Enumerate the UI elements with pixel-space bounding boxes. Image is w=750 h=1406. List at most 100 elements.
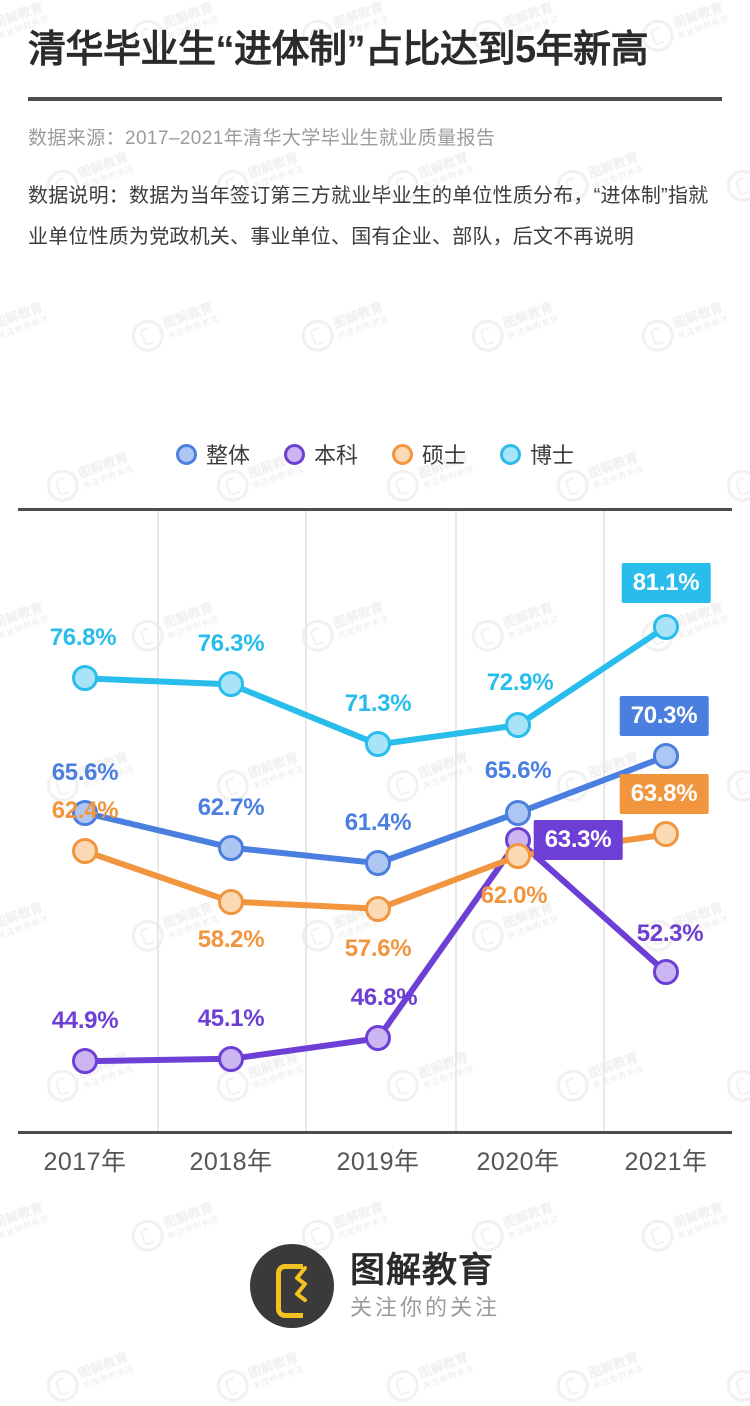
data-label-硕士-2018年: 58.2%	[197, 925, 265, 953]
gridline-0	[157, 511, 159, 1131]
watermark-logo-icon	[297, 315, 339, 357]
legend-item-3[interactable]: 博士	[500, 438, 574, 470]
data-label-博士-2020年: 72.9%	[486, 669, 554, 697]
x-tick-2018年: 2018年	[189, 1148, 273, 1176]
data-point-硕士-2021年[interactable]	[653, 821, 679, 848]
watermark-slogan: 关注你的关注	[336, 1213, 391, 1241]
watermark-text: 图解教育 关注你的关注	[671, 1199, 731, 1241]
x-tick-2017年: 2017年	[43, 1148, 127, 1176]
watermark-logo-icon	[722, 1365, 750, 1406]
watermark-mark: 图解教育关注你的关注	[382, 1346, 477, 1406]
watermark-text: 图解教育 关注你的关注	[161, 1199, 221, 1241]
watermark-mark: 图解教育关注你的关注	[127, 296, 222, 357]
x-tick-2020年: 2020年	[476, 1148, 560, 1176]
data-point-本科-2021年[interactable]	[653, 959, 679, 986]
brand-slogan: 关注你的关注	[349, 1295, 500, 1321]
data-note-text: 数据说明：数据为当年签订第三方就业毕业生的单位性质分布，“进体制”指就业单位性质…	[28, 184, 709, 248]
data-point-整体-2018年[interactable]	[218, 834, 244, 861]
watermark-logo-icon	[127, 315, 169, 357]
page-title: 清华毕业生“进体制”占比达到5年新高	[28, 29, 649, 71]
x-tick-2019年: 2019年	[336, 1148, 420, 1176]
data-label-整体-2020年: 65.6%	[484, 756, 552, 784]
series-line-博士	[82, 623, 669, 748]
watermark-logo-icon	[552, 465, 594, 507]
data-point-硕士-2020年[interactable]	[505, 843, 531, 869]
watermark-text: 图解教育 关注你的关注	[246, 1349, 306, 1391]
watermark-slogan: 关注你的关注	[166, 313, 221, 341]
data-point-博士-2017年[interactable]	[72, 665, 98, 692]
data-point-本科-2019年[interactable]	[365, 1025, 391, 1052]
watermark-mark: 图解教育关注你的关注	[0, 296, 52, 357]
data-point-整体-2020年[interactable]	[505, 799, 531, 826]
data-label-本科-2020年: 63.3%	[533, 820, 623, 861]
watermark-text: 图解教育 关注你的关注	[76, 1349, 136, 1391]
watermark-mark: 图解教育关注你的关注	[552, 1346, 647, 1406]
data-source-text: 数据来源：2017–2021年清华大学毕业生就业质量报告	[28, 127, 496, 149]
legend-item-2[interactable]: 硕士	[392, 438, 466, 470]
data-label-本科-2021年: 52.3%	[636, 920, 704, 948]
line-chart: 65.6% 62.7% 61.4% 65.6% 70.3% 44.9% 45.1% 46.8%…	[0, 508, 750, 1134]
watermark-text: 图解教育 关注你的关注	[671, 299, 731, 341]
brand-name: 图解教育	[349, 1250, 494, 1290]
watermark-text: 图解教育 关注你的关注	[501, 299, 561, 341]
data-point-本科-2017年[interactable]	[72, 1048, 98, 1075]
data-point-博士-2021年[interactable]	[653, 613, 679, 640]
data-point-博士-2018年[interactable]	[218, 671, 244, 698]
watermark-logo-icon	[382, 465, 424, 507]
watermark-mark: 图解教育关注你的关注	[297, 296, 392, 357]
legend-item-1[interactable]: 本科	[283, 438, 358, 470]
data-label-整体-2021年: 70.3%	[619, 696, 709, 737]
watermark-logo-icon	[722, 465, 750, 507]
chart-top-border	[18, 508, 732, 511]
legend-label: 整体	[205, 443, 250, 468]
data-point-本科-2018年[interactable]	[218, 1045, 244, 1072]
legend-dot-icon	[500, 443, 522, 465]
logo-hook-shape	[275, 1264, 303, 1318]
data-label-硕士-2020年: 62.0%	[480, 882, 548, 909]
data-point-博士-2019年[interactable]	[365, 731, 391, 758]
watermark-slogan: 关注你的关注	[676, 313, 731, 341]
watermark-text: 图解教育 关注你的关注	[331, 1199, 391, 1241]
legend-label: 博士	[530, 443, 575, 468]
data-point-硕士-2019年[interactable]	[365, 895, 391, 922]
x-tick-2021年: 2021年	[624, 1148, 708, 1176]
chart-legend: 整体 本科 硕士 博士	[0, 438, 750, 470]
data-point-整体-2019年[interactable]	[365, 850, 391, 877]
gridline-1	[305, 511, 307, 1131]
watermark-logo-icon	[637, 315, 679, 357]
data-point-硕士-2017年[interactable]	[72, 838, 98, 865]
watermark-text: 图解教育 关注你的关注	[0, 299, 50, 340]
data-point-整体-2017年[interactable]	[72, 799, 98, 826]
watermark-text: 图解教育 关注你的关注	[0, 1199, 50, 1240]
watermark-slogan: 关注你的关注	[506, 1213, 561, 1241]
data-label-本科-2019年: 46.8%	[350, 984, 418, 1012]
data-label-硕士-2021年: 63.8%	[619, 774, 709, 815]
data-label-硕士-2017年: 62.4%	[51, 797, 119, 825]
data-label-整体-2019年: 61.4%	[344, 809, 412, 837]
watermark-slogan: 关注你的关注	[0, 313, 51, 341]
chart-x-axis: 2017年 2018年 2019年 2020年 2021年	[0, 1142, 750, 1192]
legend-dot-icon	[392, 443, 413, 465]
data-label-博士-2019年: 71.3%	[344, 690, 412, 718]
watermark-slogan: 关注你的关注	[166, 1213, 221, 1241]
data-point-整体-2021年[interactable]	[653, 743, 679, 770]
watermark-slogan: 关注你的关注	[676, 1213, 731, 1241]
data-label-博士-2017年: 76.8%	[49, 624, 117, 652]
data-point-博士-2020年[interactable]	[505, 712, 531, 739]
watermark-logo-icon	[382, 1365, 424, 1406]
title-divider	[28, 96, 722, 101]
watermark-mark: 图解教育关注你的关注	[212, 1346, 307, 1406]
watermark-logo-icon	[212, 465, 254, 507]
data-label-博士-2021年: 81.1%	[621, 562, 711, 603]
watermark-text: 图解教育 关注你的关注	[331, 299, 391, 341]
brand-logo-icon	[249, 1244, 334, 1328]
gridline-2	[455, 511, 457, 1131]
data-point-硕士-2018年[interactable]	[218, 888, 244, 915]
data-label-博士-2018年: 76.3%	[197, 630, 265, 658]
data-label-整体-2018年: 62.7%	[197, 793, 265, 821]
watermark-mark: 图解教育关注你的关注	[42, 1346, 137, 1406]
watermark-text: 图解教育 关注你的关注	[586, 1349, 646, 1391]
footer-branding: 图解教育 关注你的关注	[0, 1244, 750, 1328]
legend-item-0[interactable]: 整体	[175, 438, 250, 470]
